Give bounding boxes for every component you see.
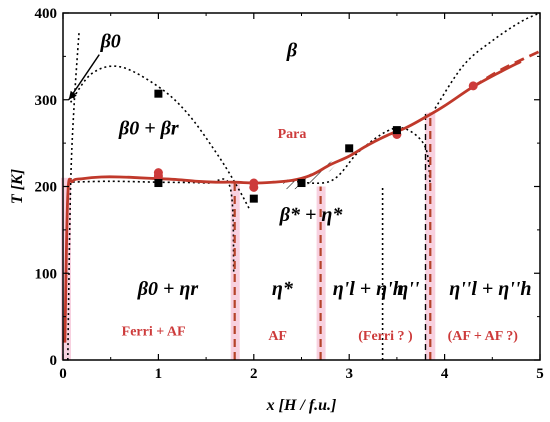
black-square-point (154, 179, 163, 188)
phase-label: β0 + βr (118, 117, 179, 139)
boundary-dotted-5 (434, 12, 541, 109)
black-square-point (249, 194, 258, 203)
arrow-head (68, 90, 77, 100)
phase-label: η'' (397, 278, 420, 300)
phase-label: η'l + η'h (333, 278, 404, 300)
red-point (468, 81, 478, 91)
magnetic-label: Ferri + AF (122, 325, 186, 340)
boundary-dotted-0 (67, 30, 80, 361)
black-square-point (297, 179, 306, 188)
red-point (249, 182, 259, 192)
black-square-point (345, 144, 354, 153)
black-square-point (392, 126, 401, 135)
red-curve-extension (472, 49, 541, 88)
red-curve (63, 60, 522, 343)
data-points (153, 81, 478, 203)
hatched-region (282, 149, 350, 190)
y-tick-label: 100 (35, 266, 58, 282)
black-square-point (154, 89, 163, 98)
x-tick-label: 0 (59, 366, 67, 382)
y-axis-title: T [K] (9, 169, 26, 204)
magnetic-label: Para (278, 127, 307, 142)
x-tick-label: 3 (345, 366, 353, 382)
y-tick-label: 0 (50, 353, 58, 369)
highlight-bands (61, 112, 436, 360)
phase-boundaries (67, 12, 541, 361)
boundary-dotted-3 (287, 126, 432, 187)
beta0-arrow (68, 54, 100, 101)
y-tick-label: 300 (35, 93, 58, 109)
x-axis-title: x [H / f.u.] (266, 397, 337, 414)
x-tick-label: 4 (441, 366, 449, 382)
phase-label: β (286, 39, 298, 61)
red-point (153, 171, 163, 181)
x-tick-label: 5 (536, 366, 544, 382)
arrow-line (68, 54, 100, 101)
hatch-area (282, 149, 350, 190)
band-x1-8 (230, 182, 240, 360)
magnetic-label: (AF + AF ?) (448, 329, 519, 344)
phase-label: β0 (100, 31, 121, 53)
y-tick-label: 400 (35, 6, 58, 22)
x-tick-label: 1 (155, 366, 163, 382)
boundary-dotted-2 (67, 178, 235, 274)
axes: 0 1 2 3 4 5 0 100 200 300 400 (35, 6, 544, 382)
y-tick-label: 200 (35, 180, 58, 196)
x-tick-label: 2 (250, 366, 258, 382)
band-x2-7 (316, 186, 326, 360)
magnetic-label: (Ferri ? ) (358, 329, 413, 344)
magnetic-label: AF (268, 329, 287, 344)
phase-label: β* + η* (279, 204, 344, 226)
phase-label: η* (272, 278, 294, 300)
phase-label: η''l + η''h (449, 278, 531, 300)
phase-label: β0 + ηr (137, 278, 199, 300)
